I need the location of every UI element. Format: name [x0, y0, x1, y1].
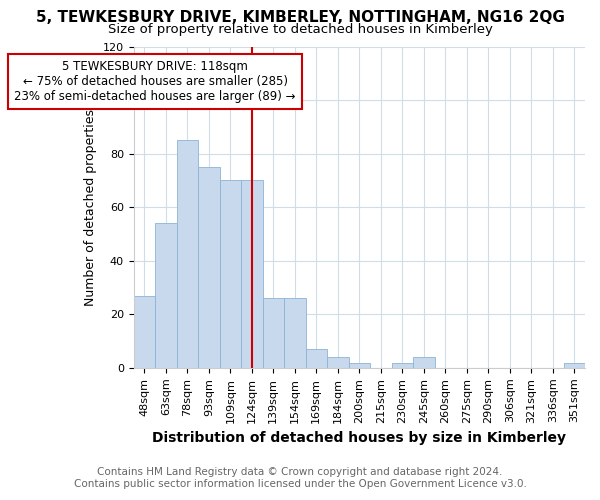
Bar	[349, 362, 370, 368]
Bar	[241, 180, 263, 368]
Bar	[155, 224, 176, 368]
Bar	[392, 362, 413, 368]
X-axis label: Distribution of detached houses by size in Kimberley: Distribution of detached houses by size …	[152, 431, 566, 445]
Text: Size of property relative to detached houses in Kimberley: Size of property relative to detached ho…	[107, 22, 493, 36]
Y-axis label: Number of detached properties: Number of detached properties	[84, 108, 97, 306]
Bar	[134, 296, 155, 368]
Bar	[413, 357, 434, 368]
Bar	[176, 140, 198, 368]
Text: 5 TEWKESBURY DRIVE: 118sqm
← 75% of detached houses are smaller (285)
23% of sem: 5 TEWKESBURY DRIVE: 118sqm ← 75% of deta…	[14, 60, 296, 103]
Bar	[198, 167, 220, 368]
Bar	[284, 298, 305, 368]
Bar	[263, 298, 284, 368]
Bar	[327, 357, 349, 368]
Bar	[220, 180, 241, 368]
Bar	[563, 362, 585, 368]
Text: Contains HM Land Registry data © Crown copyright and database right 2024.
Contai: Contains HM Land Registry data © Crown c…	[74, 468, 526, 489]
Text: 5, TEWKESBURY DRIVE, KIMBERLEY, NOTTINGHAM, NG16 2QG: 5, TEWKESBURY DRIVE, KIMBERLEY, NOTTINGH…	[35, 10, 565, 25]
Bar	[305, 349, 327, 368]
